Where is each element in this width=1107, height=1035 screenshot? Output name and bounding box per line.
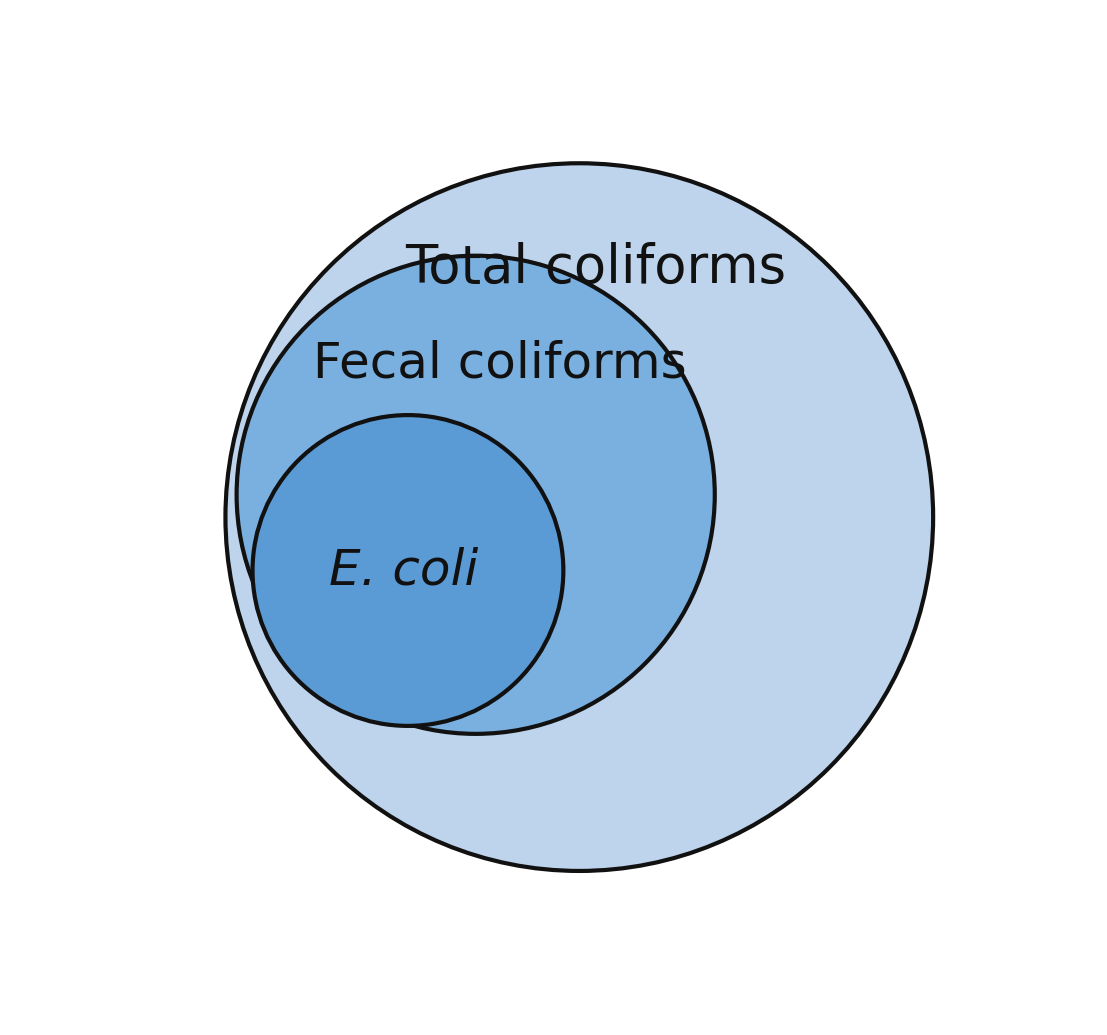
Circle shape xyxy=(237,256,715,734)
Circle shape xyxy=(252,415,563,726)
Circle shape xyxy=(226,164,933,870)
Text: Fecal coliforms: Fecal coliforms xyxy=(312,339,686,387)
Text: E. coli: E. coli xyxy=(330,546,478,594)
Text: Total coliforms: Total coliforms xyxy=(405,241,786,294)
